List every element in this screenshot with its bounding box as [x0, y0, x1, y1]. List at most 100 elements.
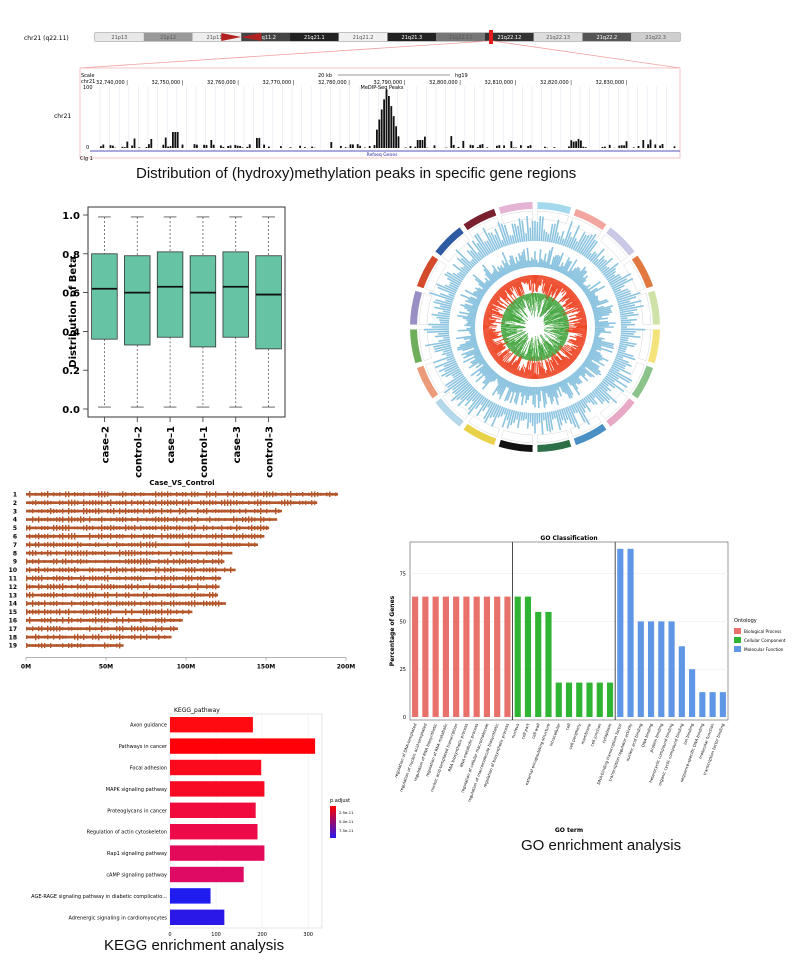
down-bar [538, 339, 544, 361]
peak-mark [173, 626, 175, 632]
peak-mark [167, 558, 169, 565]
chromosome-label: 16 [9, 618, 17, 625]
peak-mark [170, 525, 172, 530]
peak-mark [230, 534, 232, 538]
outer-bar [494, 234, 502, 249]
peak [529, 145, 532, 148]
peak-mark [179, 507, 181, 515]
peak-mark [32, 550, 34, 557]
down-bar [547, 306, 563, 319]
inner-bar [586, 285, 606, 298]
inner-bar [590, 347, 597, 352]
up-bar [571, 350, 580, 356]
ideogram-band-label: 21q21.1 [304, 35, 325, 41]
up-bar [493, 355, 499, 360]
peak-mark [137, 593, 139, 597]
inner-bar [467, 321, 476, 324]
legend-tick: 2.5e-11 [339, 810, 354, 815]
inner-bar [544, 261, 547, 268]
outer-bar [619, 308, 638, 314]
down-bar [540, 343, 547, 360]
down-bar [547, 296, 551, 301]
outer-bar [542, 229, 546, 242]
peak-mark [146, 550, 148, 556]
peak-mark [152, 508, 154, 514]
down-bar [514, 339, 526, 355]
peak-mark [110, 517, 112, 522]
up-bar [526, 275, 529, 284]
up-bar [483, 328, 496, 331]
inner-bar [492, 271, 500, 280]
peak-mark [110, 601, 112, 606]
up-bar [528, 275, 532, 291]
peak-mark [188, 567, 190, 573]
bar [586, 682, 593, 717]
bar [709, 692, 716, 717]
peak-mark [194, 585, 196, 588]
peak-mark [110, 634, 112, 641]
up-bar [495, 292, 500, 298]
peak-mark [125, 559, 127, 564]
peak-mark [128, 584, 130, 590]
peak [112, 145, 114, 148]
peak-mark [230, 499, 232, 506]
inner-bar [588, 352, 603, 361]
peak-mark [95, 526, 97, 530]
peak-mark [74, 619, 76, 622]
peak [380, 109, 383, 148]
peak-mark [137, 619, 139, 622]
peak-mark [188, 594, 190, 596]
peak-mark [161, 568, 163, 572]
peak-mark [236, 499, 238, 506]
peak-mark [242, 543, 244, 546]
peak-mark [248, 510, 250, 513]
peak-mark [116, 560, 118, 563]
peak-mark [152, 626, 154, 632]
x-tick-label: control–1 [199, 426, 210, 478]
bar [535, 611, 542, 717]
inner-bar [474, 287, 486, 295]
peak [234, 144, 237, 148]
peak-mark [185, 492, 187, 497]
inner-bar [579, 283, 584, 288]
peak-mark [74, 566, 76, 573]
outer-bar [619, 338, 629, 342]
down-bar [529, 348, 533, 361]
down-bar [521, 347, 527, 359]
peak [164, 137, 167, 148]
peak-mark [89, 508, 91, 514]
up-bar [561, 301, 581, 313]
down-bar [554, 311, 566, 318]
down-bar [512, 339, 524, 353]
outer-bar [438, 362, 458, 373]
y-tick-label: 50 [400, 619, 406, 625]
peak-mark [128, 558, 130, 565]
down-bar [514, 349, 518, 355]
peak-mark [224, 543, 226, 547]
outer-bar [572, 241, 579, 251]
down-bar [544, 301, 559, 318]
up-bar [516, 370, 520, 376]
peak-mark [119, 492, 121, 497]
up-bar [499, 352, 512, 366]
inner-bar [559, 265, 565, 273]
bar [170, 802, 256, 819]
down-bar [512, 300, 521, 310]
down-bar [558, 336, 567, 341]
peak-mark [65, 558, 67, 565]
down-bar [544, 299, 556, 314]
peak-mark [194, 600, 196, 607]
peak-mark [254, 542, 256, 547]
up-bar [565, 323, 587, 326]
outer-bar [486, 240, 494, 253]
peak [388, 96, 390, 148]
down-bar [557, 337, 566, 342]
peak-mark [104, 617, 106, 624]
down-bar [501, 329, 524, 336]
outer-bar [620, 318, 637, 322]
peak-mark [53, 576, 55, 581]
peak-mark [38, 509, 40, 513]
inner-bar [509, 255, 516, 271]
peak-mark [179, 558, 181, 565]
peak-mark [227, 491, 229, 498]
